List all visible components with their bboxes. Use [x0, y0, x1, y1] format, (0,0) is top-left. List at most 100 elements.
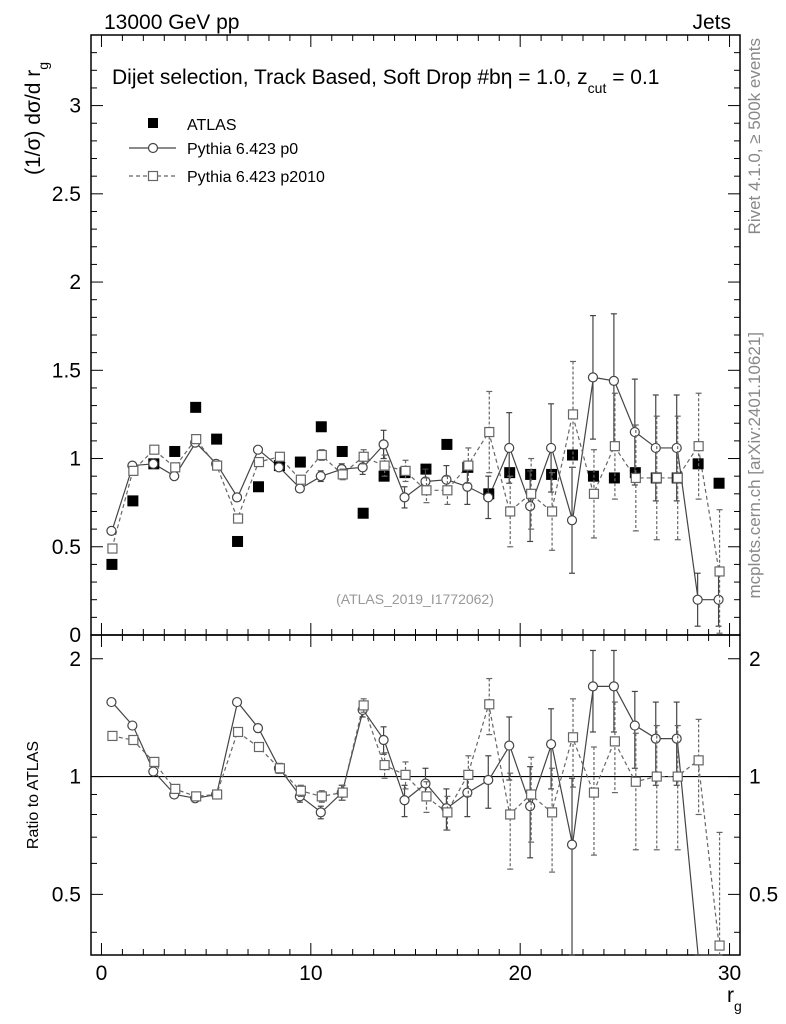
p2010-ratio-point	[672, 771, 683, 782]
p2010-point	[295, 474, 306, 485]
p2010-ratio-point	[588, 787, 600, 798]
x-axis-label: rg	[727, 984, 742, 1014]
p2010-point	[337, 469, 348, 480]
chart-title-main: Dijet selection, Track Based, Soft Drop …	[112, 66, 501, 89]
p0-point	[441, 474, 452, 485]
p2010-ratio-point	[274, 763, 286, 774]
p0-ratio-point	[566, 839, 578, 850]
p2010-point	[588, 488, 600, 499]
p0-ratio-point	[106, 696, 117, 708]
p2010-ratio-point	[526, 789, 537, 800]
p2010-point	[358, 451, 369, 462]
atlas-data-point	[713, 477, 725, 489]
p0-point	[483, 492, 494, 503]
chart-title-suffix: η = 1.0, z	[501, 66, 588, 89]
p2010-ratio-point	[128, 734, 139, 746]
p2010-point	[484, 426, 495, 438]
legend-atlas-label: ATLAS	[187, 117, 237, 134]
p2010-point	[274, 451, 286, 462]
p2010-ratio-point	[358, 700, 369, 711]
y-tick-label: 1.5	[52, 359, 81, 382]
p2010-point	[609, 441, 620, 452]
y-tick-label: 2.5	[52, 183, 81, 206]
p2010-point	[212, 460, 223, 471]
analysis-label: (ATLAS_2019_I1772062)	[336, 591, 494, 607]
atlas-data-point	[169, 445, 181, 457]
p0-ratio-point	[671, 733, 682, 744]
p2010-ratio-point	[337, 787, 348, 798]
p2010-ratio-point	[546, 807, 558, 818]
p2010-ratio-point	[609, 736, 620, 747]
atlas-data-point	[294, 456, 306, 468]
p0-point	[315, 471, 326, 482]
p0-point	[231, 492, 243, 503]
p2010-point	[316, 449, 327, 461]
p0-point	[378, 439, 389, 450]
p2010-point	[567, 409, 579, 420]
p0-ratio-point	[504, 740, 515, 751]
mcplots-label: mcplots.cern.ch [arXiv:2401.10621]	[745, 332, 764, 598]
p2010-ratio-point	[107, 730, 118, 742]
atlas-data-point	[211, 433, 223, 445]
p2010-ratio-point	[463, 769, 474, 780]
p2010-ratio-point	[693, 755, 704, 766]
y-tick-label: 0	[69, 624, 81, 647]
p2010-main-line	[111, 414, 720, 572]
p2010-point	[546, 506, 558, 517]
atlas-data-point	[190, 401, 202, 413]
legend-p2010-label: Pythia 6.423 p2010	[187, 169, 325, 186]
p0-point	[587, 372, 599, 383]
p2010-point	[107, 543, 118, 554]
p0-main-line	[111, 376, 720, 601]
atlas-data-point	[441, 438, 453, 450]
x-tick-label: 0	[96, 962, 108, 985]
x-axis-label-sub: g	[734, 998, 742, 1014]
chart-title-end: = 0.1	[606, 66, 659, 89]
p2010-point	[170, 462, 181, 473]
p0-ratio-point	[252, 722, 264, 734]
ratio-tick-label-right: 2	[749, 648, 761, 671]
p2010-point	[149, 444, 160, 455]
p0-ratio-point	[231, 696, 243, 708]
atlas-data-point	[232, 535, 244, 547]
p2010-point	[400, 465, 411, 476]
ratio-tick-label-left: 1	[69, 766, 81, 789]
p2010-ratio-point	[379, 759, 390, 771]
p2010-ratio-point	[295, 785, 306, 796]
p2010-point	[442, 485, 453, 496]
ratio-tick-label-left: 0.5	[52, 883, 81, 906]
p2010-point	[505, 506, 516, 517]
ratio-plot-frame	[90, 634, 741, 956]
legend-p0-marker	[147, 142, 159, 154]
p2010-ratio-point	[232, 726, 244, 738]
p0-ratio-point	[545, 739, 557, 750]
p0-ratio-point	[148, 766, 159, 777]
p2010-point	[651, 472, 662, 484]
p2010-point	[526, 488, 537, 499]
p2010-ratio-point	[442, 807, 453, 818]
p0-ratio-point	[127, 720, 138, 731]
legend-p0-label: Pythia 6.423 p0	[187, 141, 298, 158]
p0-ratio-point	[650, 733, 661, 744]
p2010-ratio-point	[421, 791, 432, 802]
p0-point	[713, 594, 724, 605]
ratio-axis-label: Ratio to ATLAS	[25, 741, 42, 849]
x-tick-label: 10	[299, 962, 322, 985]
p0-point	[169, 471, 180, 482]
y-tick-label: 3	[69, 95, 81, 118]
p2010-ratio-point	[191, 791, 202, 802]
p2010-point	[672, 472, 683, 484]
atlas-data-point	[106, 558, 118, 570]
y-axis-label-main: (1/σ) dσ/d r	[22, 70, 45, 175]
p0-ratio-point	[462, 787, 473, 798]
legend-atlas-marker	[148, 118, 158, 128]
p0-point	[294, 483, 305, 494]
atlas-data-point	[357, 507, 369, 519]
x-axis-label-main: r	[727, 984, 734, 1007]
p2010-ratio-point	[253, 741, 265, 753]
x-tick-label: 30	[718, 962, 741, 985]
p0-ratio-point	[399, 795, 410, 806]
p2010-ratio-point	[316, 791, 327, 802]
chart-marks	[106, 313, 725, 956]
